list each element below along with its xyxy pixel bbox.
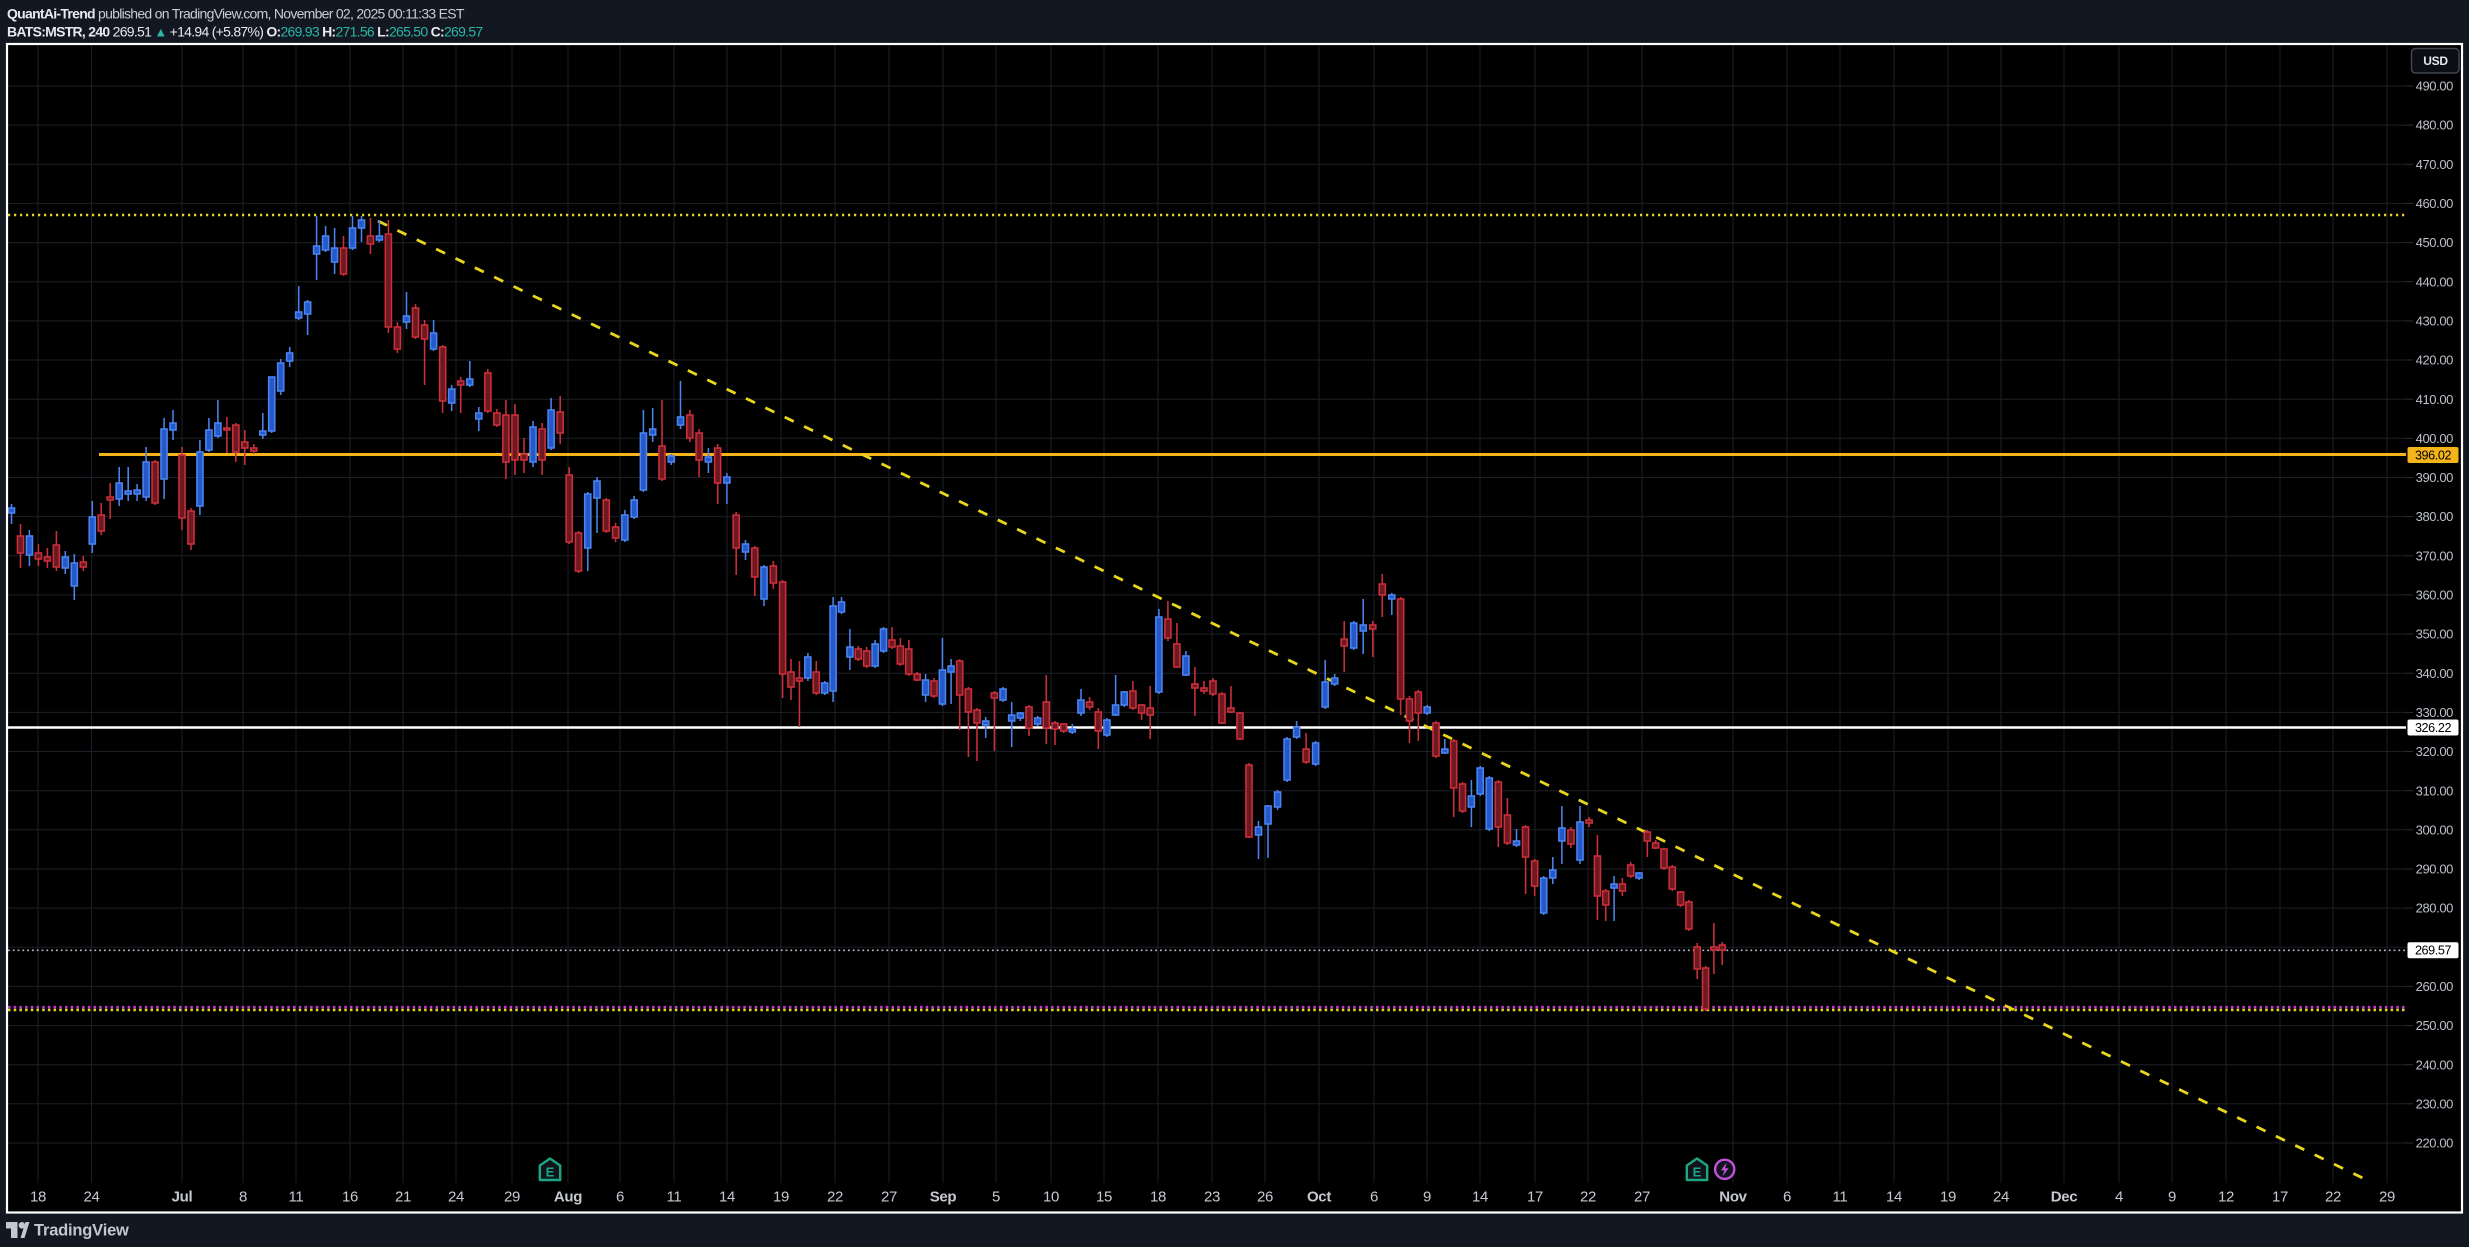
svg-text:230.00: 230.00: [2416, 1096, 2454, 1111]
svg-text:8: 8: [239, 1189, 247, 1206]
svg-text:490.00: 490.00: [2416, 79, 2454, 94]
svg-text:E: E: [1693, 1165, 1702, 1180]
svg-text:24: 24: [1993, 1189, 2009, 1206]
svg-text:18: 18: [30, 1189, 46, 1206]
svg-text:21: 21: [395, 1189, 411, 1206]
svg-text:6: 6: [1783, 1189, 1791, 1206]
svg-text:12: 12: [2218, 1189, 2234, 1206]
svg-text:23: 23: [1204, 1189, 1220, 1206]
svg-text:22: 22: [1580, 1189, 1596, 1206]
svg-text:17: 17: [1527, 1189, 1543, 1206]
svg-text:QuantAi-Trend published on Tra: QuantAi-Trend published on TradingView.c…: [7, 6, 465, 22]
svg-text:24: 24: [83, 1189, 99, 1206]
svg-text:14: 14: [1886, 1189, 1902, 1206]
svg-text:290.00: 290.00: [2416, 862, 2454, 877]
svg-text:9: 9: [2168, 1189, 2176, 1206]
svg-text:Sep: Sep: [930, 1189, 957, 1206]
svg-text:E: E: [546, 1165, 555, 1180]
svg-text:370.00: 370.00: [2416, 548, 2454, 563]
svg-text:360.00: 360.00: [2416, 588, 2454, 603]
svg-text:BATS:MSTR, 240 269.51 ▲ +14.94: BATS:MSTR, 240 269.51 ▲ +14.94 (+5.87%) …: [7, 24, 483, 40]
svg-text:280.00: 280.00: [2416, 901, 2454, 916]
svg-text:11: 11: [289, 1189, 304, 1206]
svg-text:390.00: 390.00: [2416, 470, 2454, 485]
svg-text:350.00: 350.00: [2416, 627, 2454, 642]
svg-text:22: 22: [2325, 1189, 2341, 1206]
svg-text:6: 6: [616, 1189, 624, 1206]
svg-text:320.00: 320.00: [2416, 744, 2454, 759]
svg-text:310.00: 310.00: [2416, 783, 2454, 798]
svg-text:9: 9: [1423, 1189, 1431, 1206]
svg-text:USD: USD: [2423, 54, 2448, 68]
svg-text:460.00: 460.00: [2416, 196, 2454, 211]
svg-text:300.00: 300.00: [2416, 822, 2454, 837]
svg-text:22: 22: [827, 1189, 843, 1206]
svg-text:6: 6: [1370, 1189, 1378, 1206]
svg-text:17: 17: [2272, 1189, 2288, 1206]
svg-text:400.00: 400.00: [2416, 431, 2454, 446]
svg-text:326.22: 326.22: [2415, 721, 2452, 735]
svg-text:TradingView: TradingView: [34, 1222, 129, 1240]
svg-text:269.57: 269.57: [2415, 944, 2452, 958]
svg-text:Oct: Oct: [1307, 1189, 1331, 1206]
svg-text:440.00: 440.00: [2416, 274, 2454, 289]
svg-text:420.00: 420.00: [2416, 353, 2454, 368]
svg-text:27: 27: [1634, 1189, 1650, 1206]
svg-text:220.00: 220.00: [2416, 1136, 2454, 1151]
svg-text:240.00: 240.00: [2416, 1057, 2454, 1072]
svg-text:4: 4: [2115, 1189, 2123, 1206]
svg-text:330.00: 330.00: [2416, 705, 2454, 720]
svg-text:380.00: 380.00: [2416, 509, 2454, 524]
svg-text:14: 14: [719, 1189, 735, 1206]
svg-text:430.00: 430.00: [2416, 314, 2454, 329]
svg-text:11: 11: [1833, 1189, 1848, 1206]
svg-text:27: 27: [881, 1189, 897, 1206]
svg-text:10: 10: [1043, 1189, 1059, 1206]
svg-text:480.00: 480.00: [2416, 118, 2454, 133]
svg-text:29: 29: [504, 1189, 520, 1206]
svg-text:340.00: 340.00: [2416, 666, 2454, 681]
svg-text:19: 19: [1940, 1189, 1956, 1206]
svg-text:250.00: 250.00: [2416, 1018, 2454, 1033]
svg-text:11: 11: [667, 1189, 682, 1206]
svg-text:470.00: 470.00: [2416, 157, 2454, 172]
svg-text:Aug: Aug: [554, 1189, 582, 1206]
svg-text:19: 19: [773, 1189, 789, 1206]
svg-text:Nov: Nov: [1719, 1189, 1747, 1206]
svg-text:Jul: Jul: [172, 1189, 193, 1206]
svg-text:18: 18: [1150, 1189, 1166, 1206]
svg-text:260.00: 260.00: [2416, 979, 2454, 994]
svg-text:15: 15: [1096, 1189, 1112, 1206]
svg-text:24: 24: [448, 1189, 464, 1206]
svg-text:410.00: 410.00: [2416, 392, 2454, 407]
svg-text:14: 14: [1472, 1189, 1488, 1206]
svg-text:5: 5: [992, 1189, 1000, 1206]
svg-text:16: 16: [342, 1189, 358, 1206]
svg-text:396.02: 396.02: [2415, 448, 2452, 462]
svg-text:29: 29: [2379, 1189, 2395, 1206]
svg-text:Dec: Dec: [2051, 1189, 2078, 1206]
svg-text:450.00: 450.00: [2416, 235, 2454, 250]
svg-text:26: 26: [1257, 1189, 1273, 1206]
